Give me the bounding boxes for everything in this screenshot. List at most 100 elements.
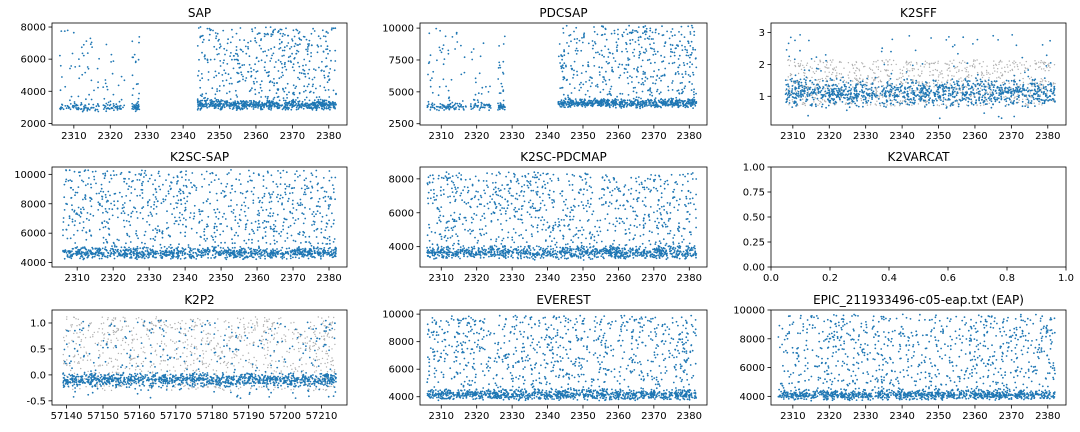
data-point: [627, 94, 630, 96]
data-point: [948, 89, 950, 92]
data-point: [65, 107, 68, 110]
data-point: [803, 78, 806, 80]
background-point: [826, 86, 828, 88]
data-point: [977, 87, 979, 90]
data-point: [679, 40, 681, 43]
data-point: [308, 91, 311, 94]
background-point: [958, 78, 960, 80]
data-point: [614, 98, 617, 100]
background-point: [888, 79, 890, 82]
data-point: [325, 40, 327, 43]
data-point: [964, 99, 967, 101]
data-point: [893, 98, 896, 101]
data-point: [604, 105, 607, 107]
data-point: [86, 52, 89, 54]
data-point: [567, 106, 569, 108]
data-point: [322, 35, 325, 37]
data-point: [872, 90, 875, 93]
data-point: [209, 58, 212, 61]
data-point: [272, 249, 275, 252]
data-point: [943, 83, 946, 85]
data-point: [287, 56, 290, 59]
data-point: [298, 106, 301, 108]
data-point: [640, 97, 642, 100]
data-point: [245, 102, 247, 105]
data-point: [443, 109, 445, 111]
data-point: [664, 67, 667, 70]
background-point: [1048, 62, 1050, 65]
data-point: [970, 86, 973, 89]
data-point: [59, 64, 62, 67]
data-point: [89, 43, 92, 46]
data-point: [658, 100, 661, 103]
data-point: [812, 83, 815, 86]
data-point: [1030, 102, 1033, 105]
data-point: [439, 49, 442, 52]
data-point: [215, 100, 218, 102]
data-point: [435, 27, 438, 30]
background-point: [879, 94, 881, 96]
data-point: [931, 101, 934, 103]
data-point: [327, 75, 329, 78]
data-point: [636, 31, 639, 34]
background-point: [825, 75, 828, 78]
data-point: [800, 95, 802, 98]
data-point: [1038, 100, 1040, 103]
data-point: [922, 92, 925, 95]
data-point: [489, 107, 492, 109]
data-point: [502, 43, 505, 45]
data-point: [617, 99, 619, 101]
data-point: [1040, 91, 1043, 94]
data-point: [581, 41, 584, 44]
background-point: [931, 74, 933, 76]
background-point: [996, 71, 998, 73]
data-point: [303, 69, 306, 72]
data-point: [278, 107, 280, 110]
background-point: [876, 87, 878, 89]
background-point: [936, 85, 938, 87]
data-point: [870, 86, 873, 89]
background-point: [890, 105, 892, 107]
background-point: [965, 69, 968, 71]
data-point: [229, 98, 232, 100]
data-point: [642, 83, 645, 86]
data-point: [238, 39, 241, 41]
background-point: [1027, 67, 1029, 70]
data-point: [488, 103, 491, 106]
data-point: [626, 103, 629, 106]
data-point: [996, 97, 999, 99]
background-point: [1028, 78, 1031, 80]
data-point: [70, 95, 73, 98]
data-point: [230, 103, 233, 106]
data-point: [498, 108, 501, 111]
y-tick-label: 7500: [389, 55, 414, 66]
data-point: [283, 90, 286, 93]
data-point: [942, 94, 944, 97]
data-point: [610, 94, 612, 97]
data-point: [256, 33, 259, 35]
data-point: [837, 94, 839, 96]
background-point: [926, 100, 929, 103]
data-point: [636, 100, 639, 102]
data-point: [297, 32, 300, 35]
data-point: [866, 77, 868, 80]
background-point: [974, 67, 976, 69]
data-point: [254, 37, 256, 40]
background-point: [918, 82, 920, 84]
data-point: [972, 103, 975, 106]
data-point: [615, 46, 618, 49]
data-point: [444, 35, 447, 38]
data-point: [661, 25, 663, 28]
data-point: [272, 102, 274, 105]
data-point: [255, 56, 258, 59]
background-point: [865, 81, 867, 84]
data-point: [472, 107, 474, 110]
data-point: [323, 74, 326, 77]
data-point: [964, 79, 967, 82]
background-point: [1054, 82, 1056, 85]
data-point: [90, 41, 93, 44]
data-point: [1046, 96, 1049, 99]
background-point: [1000, 72, 1002, 74]
data-point: [206, 99, 209, 101]
data-point: [903, 90, 906, 93]
